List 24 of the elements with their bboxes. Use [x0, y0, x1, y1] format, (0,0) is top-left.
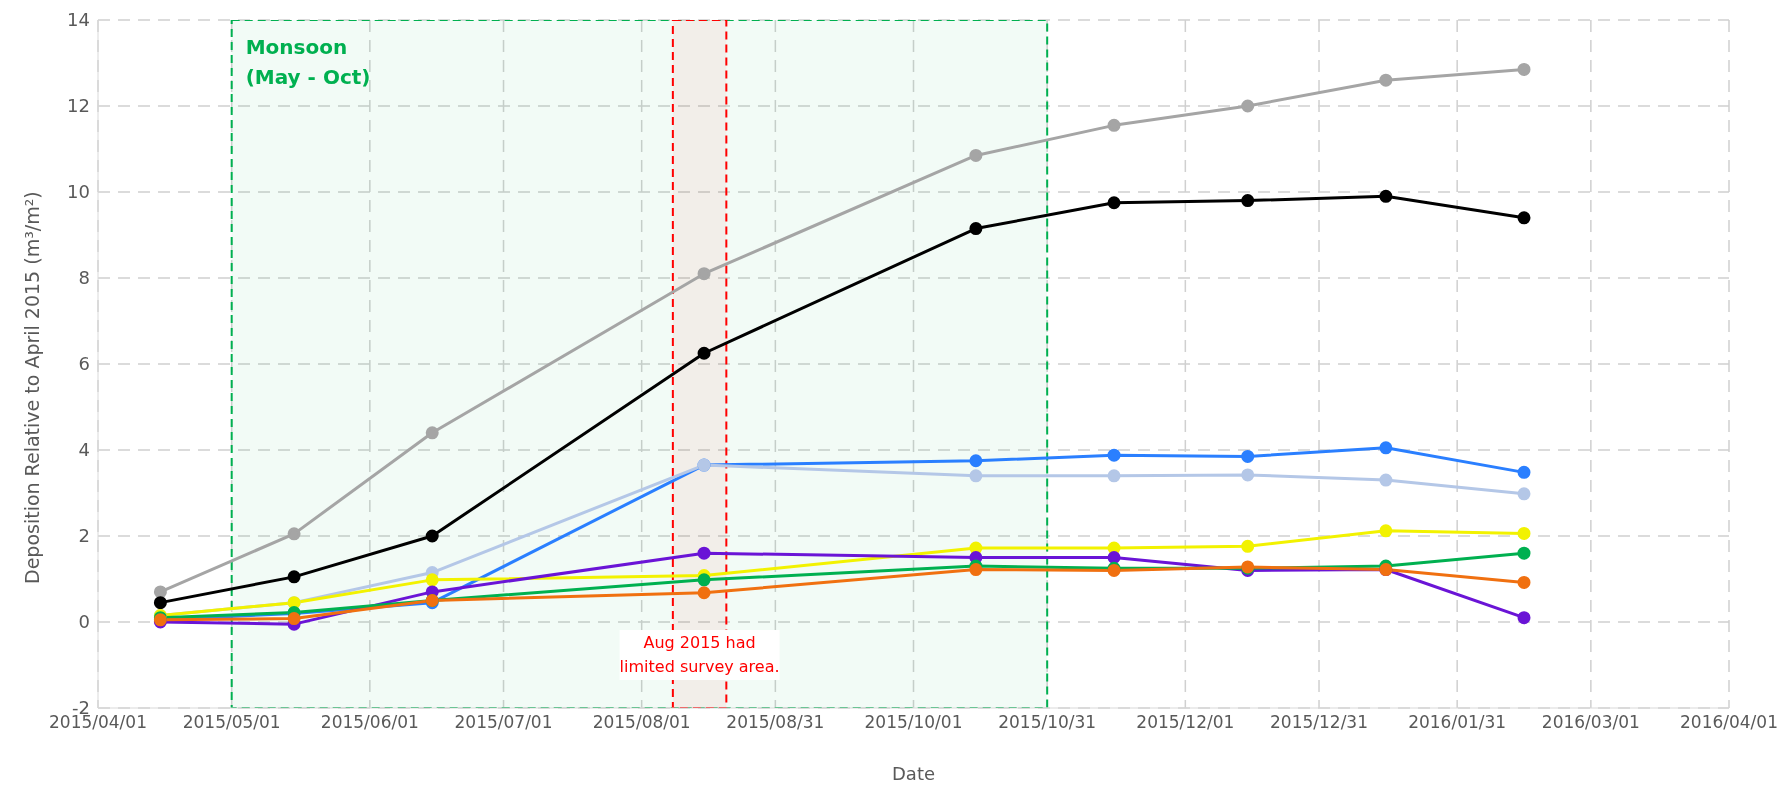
y-tick-label: 6 [78, 353, 90, 375]
x-tick-label: 2015/08/31 [726, 712, 825, 733]
y-tick-label: 10 [67, 181, 90, 203]
band-label: Aug 2015 had limited survey area. [619, 633, 780, 676]
x-axis-title: Date [891, 763, 936, 784]
y-axis-title: Deposition Relative to April 2015 (m³/m²) [20, 191, 43, 584]
x-tick-label: 2015/12/31 [1270, 712, 1369, 733]
x-tick-label: 2016/03/01 [1541, 712, 1640, 733]
x-tick-label: 2015/08/01 [592, 712, 691, 733]
y-tick-label: 2 [78, 525, 90, 547]
x-tick-label: 2016/04/01 [1680, 712, 1778, 733]
y-tick-label: 4 [78, 439, 90, 461]
x-tick-label: 2015/07/01 [454, 712, 553, 733]
x-tick-label: 2015/06/01 [320, 712, 419, 733]
x-tick-label: 2015/10/31 [998, 712, 1097, 733]
x-tick-label: 2015/05/01 [182, 712, 281, 733]
y-tick-label: 12 [67, 95, 90, 117]
x-tick-label: 2016/01/31 [1408, 712, 1507, 733]
x-tick-label: 2015/12/01 [1136, 712, 1235, 733]
band-label: Monsoon (May - Oct) [245, 35, 371, 89]
x-tick-label: 2015/10/01 [864, 712, 963, 733]
y-tick-label: 14 [67, 9, 90, 31]
y-tick-label: 0 [78, 611, 90, 633]
y-tick-label: 8 [78, 267, 90, 289]
